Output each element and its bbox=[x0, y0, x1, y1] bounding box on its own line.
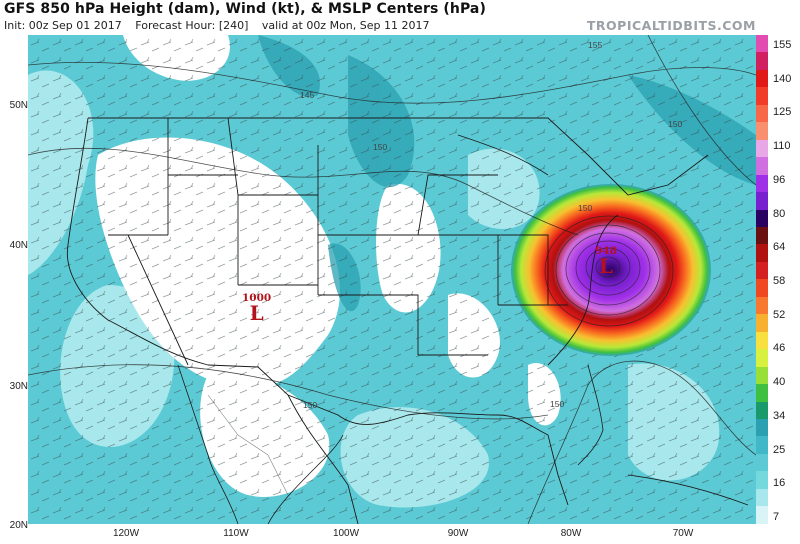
lon-label-100w: 100W bbox=[332, 528, 360, 539]
hurricane-height-contours bbox=[544, 215, 674, 327]
hurricane-pressure-center: 948 L bbox=[595, 245, 617, 278]
colorbar-label: 110 bbox=[773, 140, 791, 153]
colorbar-label: 96 bbox=[773, 173, 786, 186]
lon-label-70w: 70W bbox=[672, 528, 694, 539]
colorbar-label: 52 bbox=[773, 308, 786, 321]
forecast-hour: Forecast Hour: [240] bbox=[135, 19, 249, 32]
hurricane-low-symbol: L bbox=[598, 254, 613, 278]
colorbar-label: 58 bbox=[773, 275, 786, 287]
lon-label-90w: 90W bbox=[447, 528, 469, 539]
lat-label-50n: 50N bbox=[9, 100, 28, 111]
hurricane-wind-swath bbox=[511, 184, 711, 356]
colorbar-label: 34 bbox=[773, 409, 786, 422]
init-time: Init: 00z Sep 01 2017 bbox=[4, 19, 122, 32]
colorbar-segment bbox=[756, 192, 768, 210]
colorbar-segment bbox=[756, 226, 768, 245]
colorbar-segment bbox=[756, 157, 768, 175]
colorbar-segment bbox=[756, 122, 768, 140]
colorbar-segment bbox=[756, 296, 768, 315]
colorbar-label: 64 bbox=[773, 241, 786, 254]
hurricane-pressure-value: 948 bbox=[595, 245, 617, 257]
low-pressure-value: 1000 bbox=[242, 292, 272, 304]
contour-label: 150 bbox=[550, 399, 565, 409]
colorbar-label: 46 bbox=[773, 342, 786, 355]
brand-watermark: TROPICALTIDBITS.COM bbox=[586, 18, 756, 33]
colorbar-segment bbox=[756, 436, 768, 454]
chart-title: GFS 850 hPa Height (dam), Wind (kt), & M… bbox=[4, 1, 486, 17]
colorbar-segment bbox=[756, 87, 768, 105]
subtitle: Init: 00z Sep 01 2017 Forecast Hour: [24… bbox=[4, 19, 439, 32]
colorbar-segment bbox=[756, 331, 768, 350]
low-symbol: L bbox=[249, 301, 264, 325]
lat-label-20n: 20N bbox=[9, 520, 28, 531]
valid-time: valid at 00z Mon, Sep 11 2017 bbox=[261, 19, 430, 32]
colorbar-segment bbox=[756, 104, 768, 123]
lon-label-80w: 80W bbox=[560, 528, 582, 539]
mexico-interior-outline bbox=[207, 394, 289, 496]
colorbar-label: 16 bbox=[773, 477, 786, 490]
colorbar-segment bbox=[756, 52, 768, 70]
map-panel: 145 150 150 155 150 150 150 1000 L 948 L bbox=[28, 35, 756, 524]
colorbar-segment bbox=[756, 401, 768, 419]
colorbar-segment bbox=[756, 453, 768, 472]
lon-label-120w: 120W bbox=[112, 528, 140, 539]
colorbar-label: 40 bbox=[773, 376, 786, 389]
colorbar-segment bbox=[756, 35, 768, 53]
contour-label: 145 bbox=[300, 90, 315, 100]
contour-label: 150 bbox=[303, 400, 318, 410]
colorbar-segment bbox=[756, 261, 768, 280]
lon-label-110w: 110W bbox=[223, 528, 249, 539]
colorbar-label: 155 bbox=[773, 39, 792, 51]
colorbar bbox=[756, 35, 768, 524]
lat-label-40n: 40N bbox=[9, 240, 28, 251]
colorbar-segment bbox=[756, 349, 768, 367]
political-borders bbox=[66, 117, 709, 524]
colorbar-label: 25 bbox=[773, 443, 786, 456]
lat-label-30n: 30N bbox=[9, 381, 28, 392]
map-canvas bbox=[28, 35, 756, 524]
contour-label: 150 bbox=[373, 142, 388, 152]
colorbar-segment bbox=[756, 314, 768, 332]
colorbar-segment bbox=[756, 384, 768, 402]
colorbar-segment bbox=[756, 139, 768, 158]
colorbar-segment bbox=[756, 488, 768, 507]
header: GFS 850 hPa Height (dam), Wind (kt), & M… bbox=[0, 0, 800, 34]
colorbar-segment bbox=[756, 279, 768, 297]
colorbar-segment bbox=[756, 174, 768, 193]
pressure-center-low: 1000 L bbox=[242, 292, 272, 325]
colorbar-segment bbox=[756, 366, 768, 385]
height-contours bbox=[28, 35, 756, 524]
colorbar-segment bbox=[756, 471, 768, 489]
colorbar-segment bbox=[756, 506, 768, 524]
contour-label: 155 bbox=[588, 40, 603, 50]
colorbar-label: 80 bbox=[773, 207, 786, 220]
colorbar-segment bbox=[756, 209, 768, 227]
colorbar-segment bbox=[756, 69, 768, 88]
colorbar-label: 125 bbox=[773, 106, 792, 119]
contour-label: 150 bbox=[578, 203, 593, 213]
colorbar-label: 140 bbox=[773, 72, 792, 85]
colorbar-segment bbox=[756, 418, 768, 437]
contour-label: 150 bbox=[668, 119, 683, 129]
coastlines bbox=[177, 134, 749, 524]
colorbar-label: 7 bbox=[773, 511, 780, 523]
colorbar-segment bbox=[756, 244, 768, 262]
